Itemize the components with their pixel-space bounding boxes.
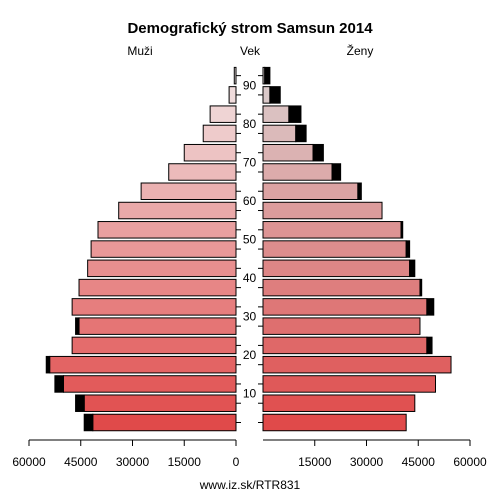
footer-url: www.iz.sk/RTR831 (199, 478, 301, 492)
male-bar (118, 201, 237, 220)
male-bars (45, 66, 237, 432)
female-excess-bar (312, 143, 324, 162)
male-bar (71, 298, 237, 316)
age-tick-label: 40 (243, 271, 257, 285)
female-excess-bar (405, 240, 411, 258)
age-tick-label: 70 (243, 155, 257, 169)
female-bar (262, 278, 421, 297)
female-excess-bar (288, 105, 302, 123)
x-tick-label: 0 (233, 455, 240, 469)
male-bar (78, 317, 237, 335)
female-bar (262, 375, 436, 393)
female-label: Ženy (347, 43, 374, 58)
female-bar (262, 201, 383, 220)
female-excess-bar (295, 124, 307, 143)
male-bar (202, 124, 237, 143)
age-tick-label: 10 (243, 387, 257, 401)
female-bar (262, 240, 407, 258)
x-tick-label: 60000 (12, 455, 46, 469)
male-bar (90, 240, 237, 258)
female-bar (262, 105, 290, 123)
female-bar (262, 182, 359, 201)
male-bar (78, 278, 237, 297)
age-tick-label: 90 (243, 78, 257, 92)
female-bar (262, 298, 428, 316)
female-excess-bar (419, 278, 423, 297)
male-excess-bar (45, 355, 51, 374)
x-axis: 60000 45000 30000 15000 0 15000 30000 45000 6000… (12, 439, 487, 469)
female-bar (262, 259, 411, 278)
female-bars (262, 66, 452, 432)
male-bar (87, 259, 237, 278)
female-excess-bar (357, 182, 362, 201)
age-tick-label: 20 (243, 348, 257, 362)
female-bar (262, 221, 402, 239)
x-tick-label: 45000 (402, 455, 436, 469)
female-excess-bar (409, 259, 416, 278)
male-bar (228, 86, 237, 104)
male-bar (49, 355, 237, 374)
x-tick-label: 45000 (64, 455, 98, 469)
female-bar (262, 355, 452, 374)
male-bar (63, 375, 237, 393)
x-tick-label: 30000 (350, 455, 384, 469)
male-bar (83, 394, 237, 412)
male-excess-bar (75, 317, 80, 335)
female-bar (262, 124, 297, 143)
male-excess-bar (75, 394, 85, 412)
age-tick-label: 60 (243, 194, 257, 208)
female-bar (262, 163, 333, 181)
male-bar (92, 413, 237, 432)
male-bar (71, 336, 237, 355)
age-tick-label: 30 (243, 310, 257, 324)
chart-title: Demografický strom Samsun 2014 (127, 20, 373, 37)
female-bar (262, 413, 407, 432)
male-bar (233, 66, 237, 85)
female-bar (262, 336, 428, 355)
male-bar (140, 182, 237, 201)
age-label: Vek (240, 44, 261, 58)
female-excess-bar (400, 221, 404, 239)
x-tick-label: 15000 (168, 455, 202, 469)
x-tick-label: 15000 (298, 455, 332, 469)
female-excess-bar (331, 163, 342, 181)
female-excess-bar (426, 336, 433, 355)
male-excess-bar (83, 413, 94, 432)
x-tick-label: 60000 (453, 455, 487, 469)
female-bar (262, 143, 314, 162)
male-bar (183, 143, 237, 162)
male-bar (209, 105, 237, 123)
female-bar (262, 86, 271, 104)
female-bar (262, 394, 416, 412)
female-excess-bar (264, 66, 271, 85)
age-tick-label: 50 (243, 232, 257, 246)
age-tick-label: 80 (243, 117, 257, 131)
female-excess-bar (426, 298, 435, 316)
male-bar (97, 221, 237, 239)
female-bar (262, 317, 421, 335)
female-excess-bar (269, 86, 281, 104)
x-tick-label: 30000 (116, 455, 150, 469)
male-label: Muži (127, 44, 152, 58)
age-axis: 10 20 30 40 50 60 70 80 90 (236, 75, 263, 423)
male-bar (168, 163, 237, 181)
male-excess-bar (54, 375, 64, 393)
